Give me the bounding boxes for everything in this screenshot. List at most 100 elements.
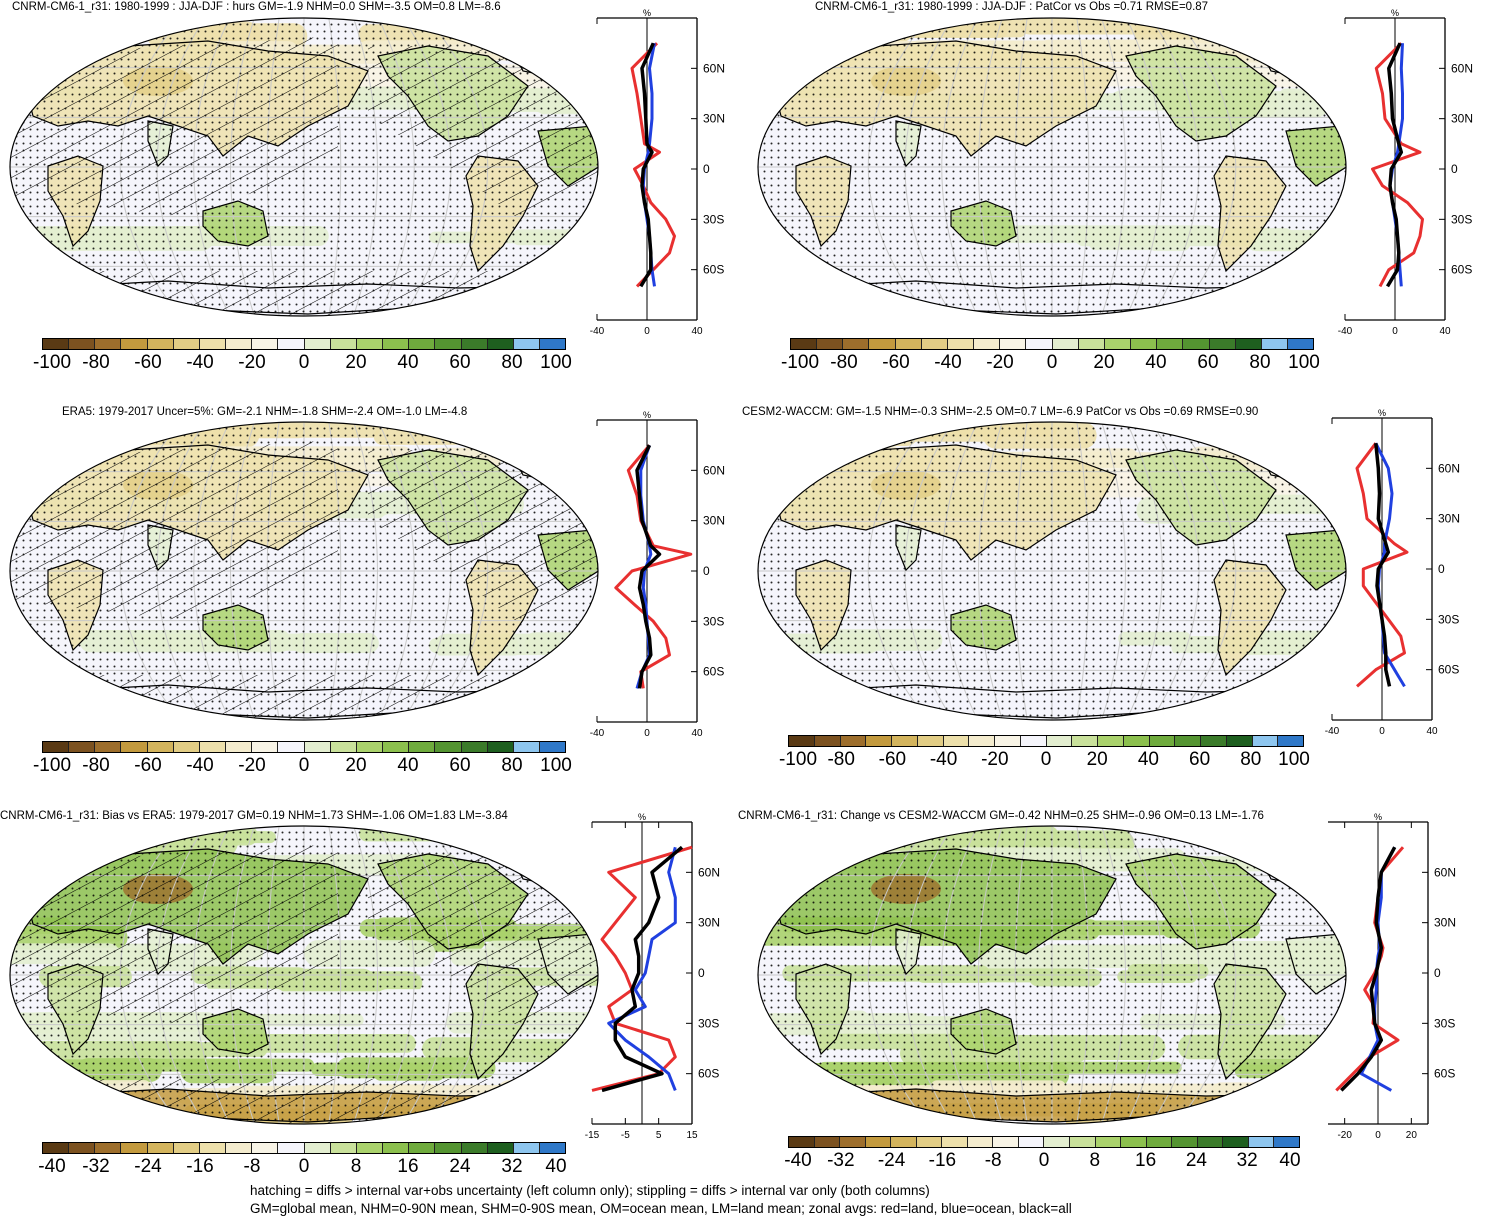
zonal-x-tick-label: -15 [585, 1130, 600, 1141]
lat-tick-label: 60S [698, 1067, 719, 1081]
colorbar-tick-label: 80 [501, 755, 523, 776]
colorbar-tick-label: 0 [298, 755, 310, 776]
colorbar-tick-label: 20 [345, 755, 367, 776]
lat-tick-label: 60N [1451, 61, 1473, 75]
lat-tick-label: 30N [703, 514, 725, 528]
colorbar [788, 735, 1304, 747]
zonal-unit-label: % [638, 812, 646, 822]
lat-tick-label: 0 [1438, 562, 1445, 576]
colorbar [42, 741, 566, 753]
footer-note-means: GM=global mean, NHM=0-90N mean, SHM=0-90… [250, 1201, 1072, 1216]
colorbar-tick-label: -60 [134, 352, 162, 373]
zonal-x-tick-label: 40 [1439, 326, 1451, 337]
colorbar-tick-label: -16 [928, 1150, 957, 1171]
zonal-x-tick-label: 0 [1392, 326, 1398, 337]
colorbar-tick-label: 20 [345, 352, 367, 373]
lat-tick-label: 30N [703, 112, 725, 126]
colorbar-tick-label: -40 [186, 755, 214, 776]
colorbar-tick-label: 40 [545, 1156, 567, 1177]
colorbar-tick-label: 80 [501, 352, 523, 373]
lat-tick-label: 60S [1438, 663, 1459, 677]
colorbar-tick-label: -20 [986, 352, 1014, 373]
zonal-unit-label: % [643, 410, 651, 420]
map-plot [757, 421, 1347, 721]
zonal-x-tick-label: -5 [621, 1130, 630, 1141]
map-plot [9, 17, 599, 317]
colorbar-ticks: -100 -80 -60 -40 -20 0 20 40 60 80 100 [779, 749, 1310, 773]
map-plot [9, 825, 599, 1125]
zonal-x-tick-label: 0 [644, 326, 650, 337]
colorbar-tick-label: 80 [1240, 749, 1262, 770]
colorbar-ticks: -100 -80 -60 -40 -20 0 20 40 60 80 100 [33, 352, 572, 376]
lat-tick-label: 30S [1451, 212, 1472, 226]
map-plot [757, 825, 1347, 1125]
colorbar-tick-label: -32 [827, 1150, 855, 1171]
lat-tick-label: 0 [698, 966, 705, 980]
colorbar-tick-label: -24 [877, 1150, 906, 1171]
zonal-mean-plot: % 60N 30N 0 30S 60S -40 0 40 [1325, 408, 1460, 737]
colorbar-tick-label: 40 [397, 755, 419, 776]
zonal-x-tick-label: -40 [1338, 326, 1353, 337]
colorbar-tick-label: -8 [984, 1150, 1002, 1171]
colorbar-tick-label: 100 [540, 352, 572, 373]
lat-tick-label: 30N [1438, 512, 1460, 526]
colorbar-tick-label: -60 [134, 755, 162, 776]
colorbar [42, 1142, 566, 1154]
lat-tick-label: 0 [703, 564, 710, 578]
colorbar-tick-label: -20 [238, 352, 266, 373]
zonal-series-land [591, 845, 693, 1092]
zonal-series-all [1374, 443, 1392, 687]
colorbar-tick-label: 40 [1279, 1150, 1301, 1171]
colorbar-tick-label: -40 [38, 1156, 66, 1177]
zonal-series-all [639, 42, 655, 288]
lat-tick-label: 0 [1451, 162, 1458, 176]
lat-tick-label: 30S [1438, 612, 1459, 626]
colorbar-tick-label: 40 [1145, 352, 1167, 373]
colorbar-tick-label: -40 [784, 1150, 812, 1171]
zonal-x-tick-label: 40 [691, 326, 703, 337]
zonal-mean-plot: % 60N 30N 0 30S 60S -40 0 40 [590, 410, 725, 739]
zonal-mean-plot: % 60N 30N 0 30S 60S -40 0 40 [590, 8, 725, 337]
colorbar-tick-label: -100 [780, 352, 820, 373]
zonal-x-tick-label: -40 [1325, 726, 1340, 737]
zonal-x-tick-label: 20 [1406, 1130, 1418, 1141]
panel-title: CNRM-CM6-1_r31: 1980-1999 : JJA-DJF : Pa… [815, 1, 1209, 13]
colorbar-tick-label: 20 [1086, 749, 1108, 770]
colorbar-tick-label: -32 [82, 1156, 110, 1177]
colorbar-tick-label: -8 [243, 1156, 261, 1177]
lat-tick-label: 0 [1434, 966, 1441, 980]
lat-tick-label: 60S [703, 665, 724, 679]
panel-title: ERA5: 1979-2017 Uncer=5%: GM=-2.1 NHM=-1… [62, 406, 468, 418]
panel-title: CESM2-WACCM: GM=-1.5 NHM=-0.3 SHM=-2.5 O… [742, 406, 1259, 418]
colorbar-tick-label: 100 [1278, 749, 1310, 770]
colorbar [42, 338, 566, 350]
colorbar-tick-label: 0 [1038, 1150, 1050, 1171]
map-plot [757, 17, 1347, 317]
colorbar-tick-label: -100 [32, 755, 72, 776]
colorbar-ticks: -40 -32 -24 -16 -8 0 8 16 24 32 40 [38, 1156, 567, 1180]
colorbar-tick-label: 8 [1089, 1150, 1101, 1171]
lat-tick-label: 60N [703, 463, 725, 477]
colorbar-tick-label: 100 [540, 755, 572, 776]
colorbar-tick-label: 40 [1137, 749, 1159, 770]
colorbar-tick-label: -80 [82, 755, 110, 776]
colorbar-tick-label: 0 [298, 1156, 310, 1177]
zonal-x-tick-label: 0 [1375, 1130, 1381, 1141]
colorbar [790, 338, 1314, 350]
colorbar-tick-label: -16 [186, 1156, 214, 1177]
colorbar-tick-label: -20 [981, 749, 1009, 770]
zonal-series-all [635, 444, 662, 689]
lat-tick-label: 30N [1451, 112, 1473, 126]
lat-tick-label: 60N [1434, 865, 1456, 879]
colorbar-ticks: -40 -32 -24 -16 -8 0 8 16 24 32 40 [784, 1150, 1301, 1174]
panel-title: CNRM-CM6-1_r31: Change vs CESM2-WACCM GM… [738, 810, 1264, 822]
colorbar-tick-label: 24 [449, 1156, 471, 1177]
footer-note-hatching: hatching = diffs > internal var+obs unce… [250, 1183, 930, 1198]
lat-tick-label: 60S [1434, 1067, 1455, 1081]
colorbar-ticks: -100 -80 -60 -40 -20 0 20 40 60 80 100 [33, 755, 572, 779]
lat-tick-label: 30S [703, 614, 724, 628]
colorbar-tick-label: 0 [1040, 749, 1052, 770]
colorbar [788, 1136, 1300, 1148]
lat-tick-label: 30S [1434, 1016, 1455, 1030]
colorbar-tick-label: -80 [830, 352, 858, 373]
